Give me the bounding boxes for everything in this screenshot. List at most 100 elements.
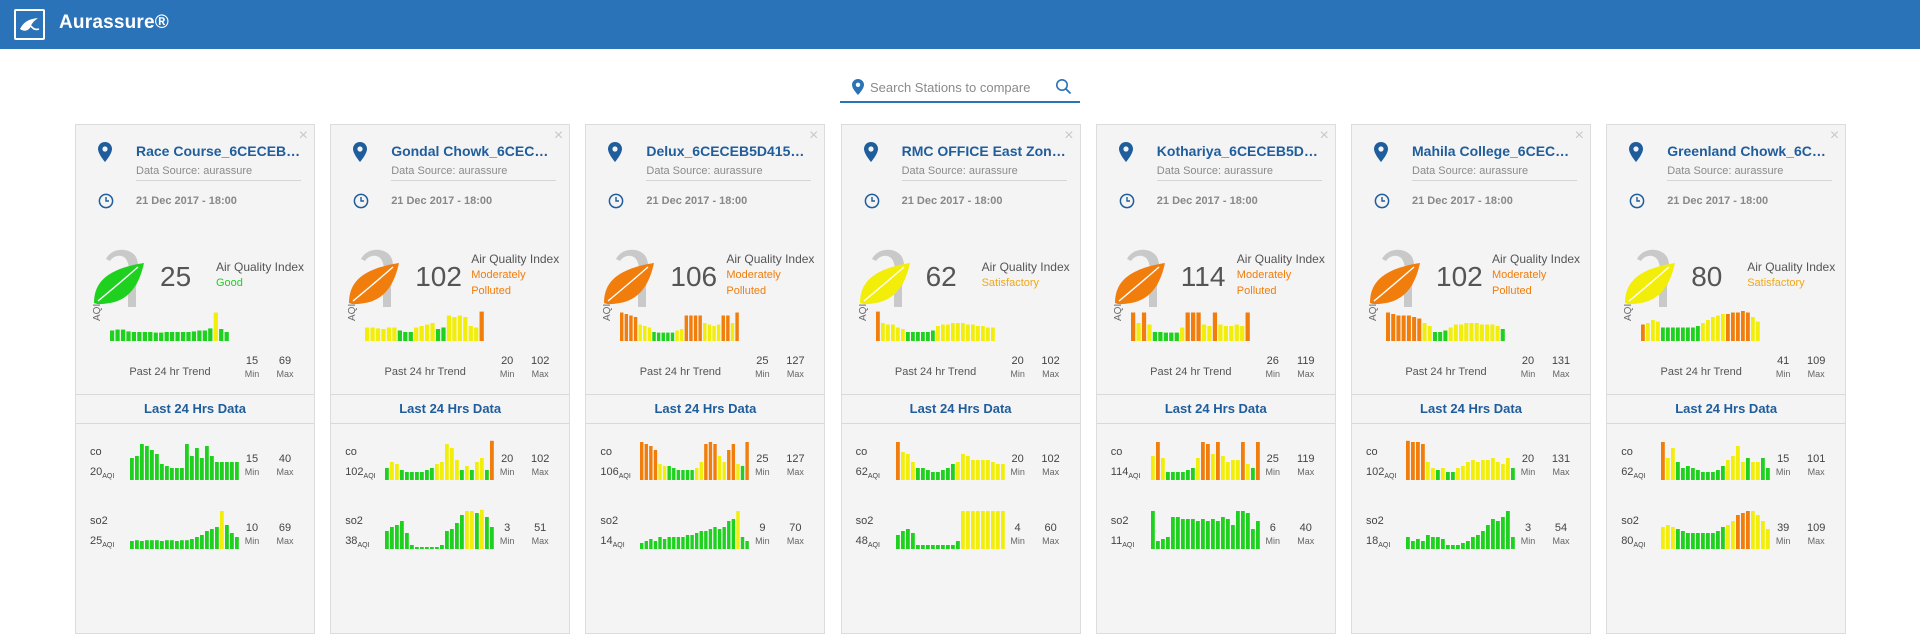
station-card[interactable]: × Gondal Chowk_6CECE… Data Source: aurassu… xyxy=(330,124,571,634)
station-name[interactable]: Kothariya_6CECEB5D… xyxy=(1156,143,1318,159)
pollutant-co-bar xyxy=(940,470,945,480)
aqi-trend-bar xyxy=(965,324,970,341)
pollutant-so2-bar xyxy=(135,540,139,549)
aqi-category-line: Satisfactory xyxy=(1747,277,1805,289)
pollutant-aqi-unit: AQI xyxy=(1384,473,1397,481)
aqi-trend-bar xyxy=(1391,314,1396,341)
last-24-hrs-data-header[interactable]: Last 24 Hrs Data xyxy=(841,394,1080,424)
last-24-hrs-data-header[interactable]: Last 24 Hrs Data xyxy=(1096,394,1335,424)
aqi-axis-label: AQI xyxy=(1623,303,1635,321)
last-24-hrs-data-header[interactable]: Last 24 Hrs Data xyxy=(331,394,570,424)
aqi-trend-bar xyxy=(1495,326,1500,341)
aqi-category-line: Good xyxy=(216,277,243,289)
station-name[interactable]: Gondal Chowk_6CECE… xyxy=(391,143,557,159)
aqi-trend-bar xyxy=(425,324,430,341)
pollutant-co-bar xyxy=(920,468,925,480)
pollutant-so2-bar xyxy=(420,547,424,549)
aqi-trend-bar xyxy=(1417,318,1422,341)
close-icon[interactable]: × xyxy=(553,127,564,144)
close-icon[interactable]: × xyxy=(809,127,819,144)
pollutant-co-bar xyxy=(1471,460,1475,480)
close-icon[interactable]: × xyxy=(298,127,308,144)
pollutant-co-bar xyxy=(965,456,970,480)
clock-icon xyxy=(353,193,369,209)
aqi-value: 25 xyxy=(160,261,192,292)
pollutant-so2-bar xyxy=(950,545,955,549)
aqi-leaf-icon xyxy=(349,249,400,307)
station-card[interactable]: × Kothariya_6CECEB5D… Data Source: aurassu… xyxy=(1095,124,1336,634)
search-stations-input[interactable] xyxy=(870,77,1045,97)
station-card[interactable]: × Delux_6CECEB5D415… Data Source: aurassur… xyxy=(585,124,826,634)
pollutant-so2-bar xyxy=(667,537,672,549)
aqi-trend-bar xyxy=(1201,324,1206,341)
pollutant-so2-max: 60 Max xyxy=(1039,522,1063,548)
last-24-hrs-data-header[interactable]: Last 24 Hrs Data xyxy=(1352,394,1590,424)
aqi-trend-bar xyxy=(726,315,730,341)
last-24-hrs-data-header[interactable]: Last 24 Hrs Data xyxy=(586,394,825,424)
aqi-axis-label: AQI xyxy=(1112,303,1124,321)
pollutant-name: so2 xyxy=(90,515,108,527)
pollutant-co-bar-chart xyxy=(385,440,494,480)
reading-timestamp: 21 Dec 2017 - 18:00 xyxy=(391,195,493,207)
pollutant-so2-bar xyxy=(681,537,686,549)
station-name[interactable]: Mahila College_6CEC… xyxy=(1412,143,1570,159)
pollutant-so2-bar xyxy=(1165,537,1170,549)
pollutant-co-max-label: Max xyxy=(1042,467,1060,477)
pollutant-so2-bar xyxy=(1716,531,1720,549)
pollutant-so2-max-value: 40 xyxy=(1299,522,1312,534)
pollutant-co-min-label: Min xyxy=(1520,467,1536,477)
station-name[interactable]: RMC OFFICE East Zon… xyxy=(901,143,1066,159)
pollutant-co-bar xyxy=(677,470,681,480)
station-card[interactable]: × Race Course_6CECEB… Data Source: aurassu… xyxy=(75,124,315,634)
pollutant-co-bar xyxy=(160,464,164,480)
station-card[interactable]: × Mahila College_6CEC… Data Source: aurass… xyxy=(1351,124,1591,634)
pollutant-co-bar xyxy=(430,468,434,480)
station-card[interactable]: × RMC OFFICE East Zon… Data Source: aurass… xyxy=(840,124,1081,634)
aqi-trend-bar xyxy=(1736,312,1740,341)
aqi-value: 114 xyxy=(1180,261,1226,292)
pollutant-so2-bar xyxy=(1155,541,1160,549)
aqi-category-line: Moderately xyxy=(1492,269,1547,281)
search-icon[interactable] xyxy=(1055,78,1072,95)
pollutant-so2-max: 54 Max xyxy=(1549,522,1573,548)
aqi-trend-bar-chart xyxy=(365,311,484,341)
pollutant-so2-bar xyxy=(190,539,194,549)
pollutant-so2-bar xyxy=(410,545,414,549)
close-icon[interactable]: × xyxy=(1064,127,1074,144)
pollutant-so2-bar xyxy=(1411,541,1415,549)
station-name[interactable]: Delux_6CECEB5D415… xyxy=(646,143,805,159)
aurassure-logo-icon[interactable] xyxy=(14,9,45,40)
pollutant-co-bar xyxy=(1681,468,1685,480)
pollutant-so2-min-label: Min xyxy=(499,536,515,546)
pollutant-aqi-value: 102 xyxy=(345,466,364,478)
pollutant-name: co xyxy=(1366,446,1378,458)
aqi-trend-bar xyxy=(1661,327,1665,341)
pollutant-name: co xyxy=(855,446,868,458)
close-icon[interactable]: × xyxy=(1829,127,1840,144)
aqi-trend-bar xyxy=(1500,329,1505,341)
aqi-trend-bar xyxy=(930,330,935,341)
station-card[interactable]: × Greenland Chowk_6C… Data Source: aurassu… xyxy=(1606,124,1847,634)
pollutant-so2-bar xyxy=(425,547,429,549)
trend-max: 109 Max xyxy=(1804,355,1828,381)
pollutant-so2-min-value: 39 xyxy=(1777,522,1790,534)
station-name[interactable]: Greenland Chowk_6C… xyxy=(1667,143,1826,159)
last-24-hrs-data-header[interactable]: Last 24 Hrs Data xyxy=(76,394,314,424)
pollutant-co-bar xyxy=(385,468,389,480)
pollutant-co-bar xyxy=(745,442,750,480)
pollutant-so2-max-value: 69 xyxy=(278,522,292,534)
reading-timestamp: 21 Dec 2017 - 18:00 xyxy=(136,195,237,207)
aqi-category-line: Moderately xyxy=(1236,269,1292,281)
station-name[interactable]: Race Course_6CECEB… xyxy=(136,143,301,159)
close-icon[interactable]: × xyxy=(1319,127,1329,144)
pollutant-co-bar xyxy=(1496,462,1500,480)
pollutant-aqi: 25AQI xyxy=(90,535,114,549)
pollutant-co-bar xyxy=(1696,470,1700,480)
last-24-hrs-data-header[interactable]: Last 24 Hrs Data xyxy=(1607,394,1846,424)
trend-max-value: 102 xyxy=(531,355,550,367)
aqi-trend-bar xyxy=(652,332,657,341)
close-icon[interactable]: × xyxy=(1574,127,1584,144)
pollutant-co-bar xyxy=(415,472,419,480)
pollutant-so2-bar xyxy=(745,541,750,549)
pollutant-co-bar xyxy=(490,440,494,480)
